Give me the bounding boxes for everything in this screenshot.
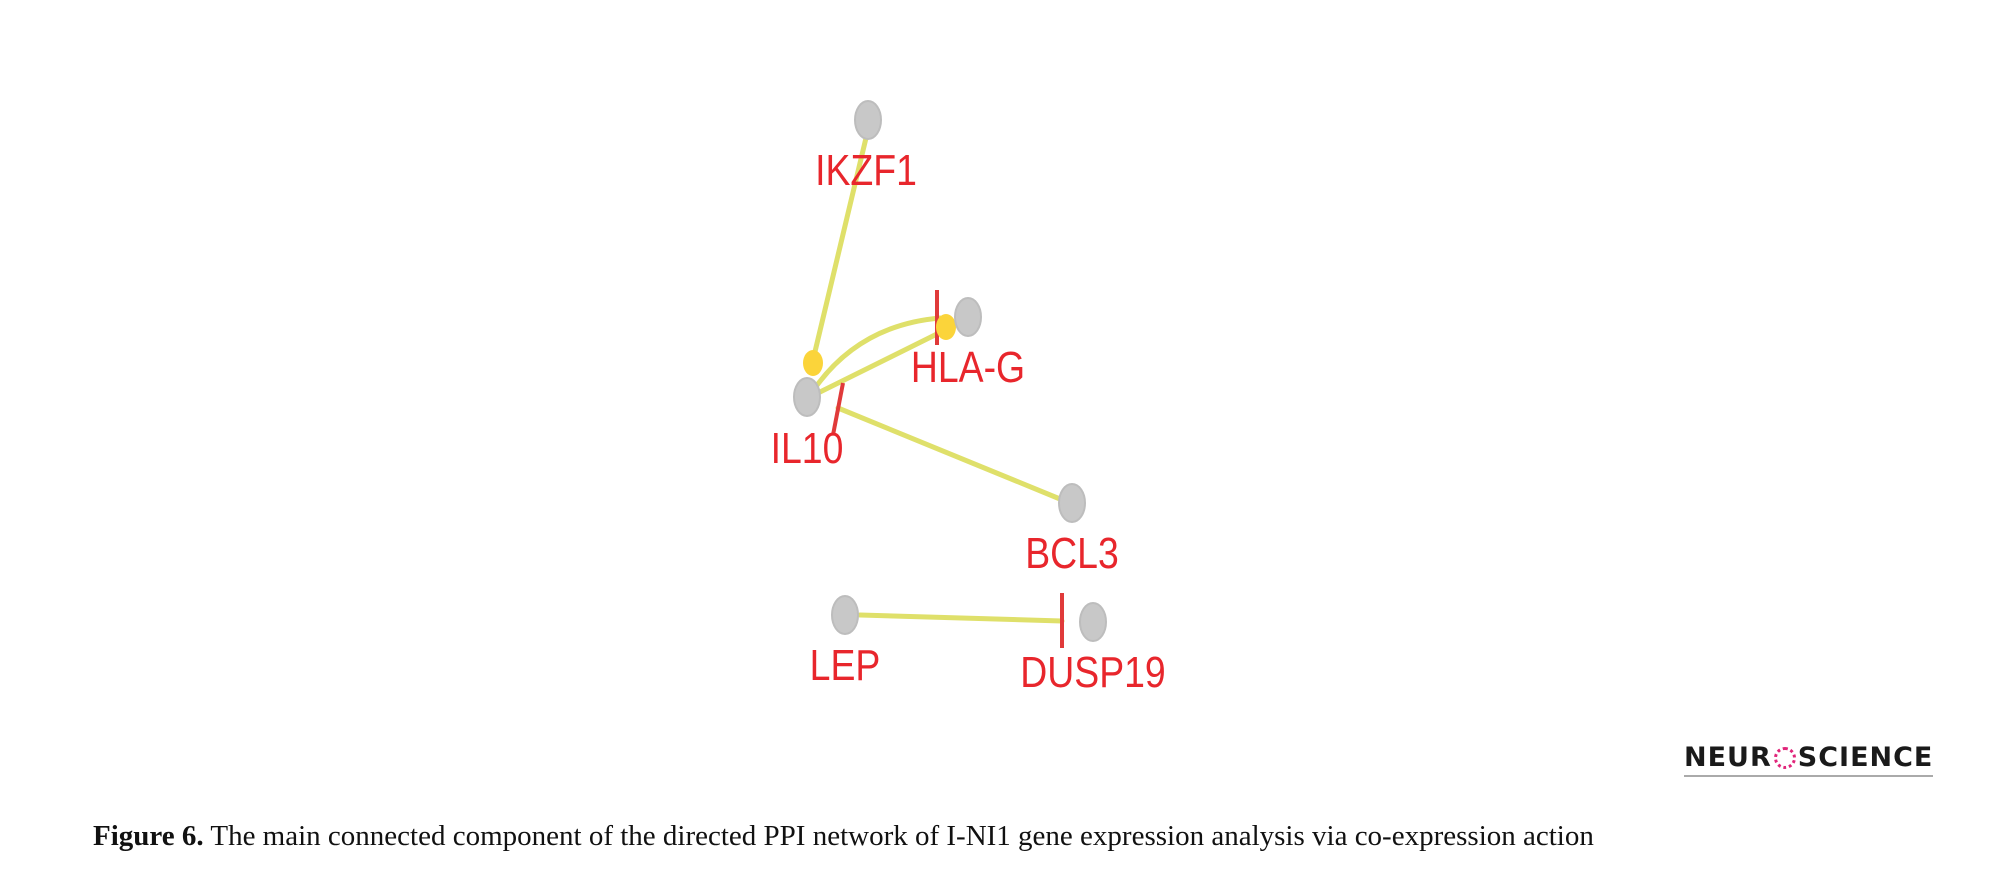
node-lep bbox=[831, 595, 859, 635]
node-hlag bbox=[954, 297, 982, 337]
node-bcl3 bbox=[1058, 483, 1086, 523]
arrow-dot-hlag bbox=[936, 314, 956, 340]
label-lep: LEP bbox=[810, 640, 881, 690]
edge-il10-hlag-straight bbox=[815, 327, 948, 396]
figure-caption: Figure 6. The main connected component o… bbox=[93, 820, 1933, 853]
node-dusp19 bbox=[1079, 602, 1107, 642]
label-il10: IL10 bbox=[771, 423, 844, 473]
neuroscience-logo: NEUR SCIENCE bbox=[1684, 742, 1934, 777]
node-ikzf1 bbox=[854, 100, 882, 140]
logo-text-left: NEUR bbox=[1684, 742, 1772, 773]
brain-cell-icon bbox=[1773, 746, 1796, 769]
inhibition-bar-il10 bbox=[831, 382, 845, 436]
edge-lep-dusp19 bbox=[857, 612, 1065, 624]
label-hlag: HLA-G bbox=[911, 342, 1025, 392]
caption-text: The main connected component of the dire… bbox=[203, 820, 1594, 852]
edge-il10-hlag-curved bbox=[812, 315, 943, 391]
arrow-dot-il10 bbox=[803, 350, 823, 376]
logo-text-right: SCIENCE bbox=[1797, 742, 1934, 773]
edge-ikzf1-il10 bbox=[810, 135, 869, 363]
label-bcl3: BCL3 bbox=[1025, 528, 1119, 578]
edge-il10-bcl3 bbox=[835, 405, 1063, 502]
node-il10 bbox=[793, 377, 821, 417]
label-dusp19: DUSP19 bbox=[1020, 647, 1166, 697]
caption-label: Figure 6. bbox=[93, 820, 204, 852]
label-ikzf1: IKZF1 bbox=[815, 145, 917, 195]
